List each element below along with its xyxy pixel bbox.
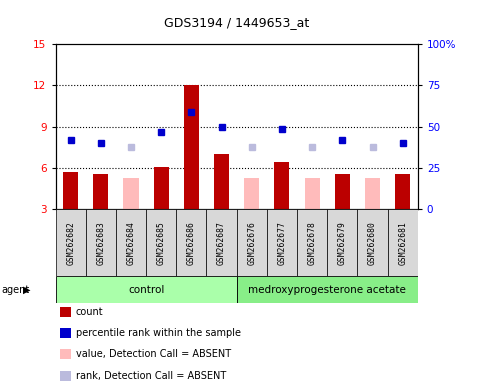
Text: GSM262679: GSM262679	[338, 221, 347, 265]
Bar	[93, 174, 108, 209]
Text: GDS3194 / 1449653_at: GDS3194 / 1449653_at	[164, 16, 309, 29]
Bar	[146, 209, 176, 276]
Bar	[327, 209, 357, 276]
Bar	[176, 209, 207, 276]
Text: GSM262677: GSM262677	[277, 221, 286, 265]
Bar	[124, 178, 139, 209]
Bar	[388, 209, 418, 276]
Text: ▶: ▶	[23, 285, 31, 295]
Bar	[116, 209, 146, 276]
Text: GSM262685: GSM262685	[156, 221, 166, 265]
Bar	[207, 209, 237, 276]
Bar	[357, 209, 388, 276]
Bar	[365, 178, 380, 209]
Text: GSM262682: GSM262682	[66, 221, 75, 265]
Bar	[214, 154, 229, 209]
Bar	[56, 276, 237, 303]
Text: percentile rank within the sample: percentile rank within the sample	[76, 328, 241, 338]
Text: count: count	[76, 307, 103, 317]
Bar	[274, 162, 289, 209]
Text: GSM262684: GSM262684	[127, 221, 136, 265]
Bar	[297, 209, 327, 276]
Text: value, Detection Call = ABSENT: value, Detection Call = ABSENT	[76, 349, 231, 359]
Bar	[184, 86, 199, 209]
Text: GSM262678: GSM262678	[308, 221, 317, 265]
Bar	[86, 209, 116, 276]
Bar	[335, 174, 350, 209]
Bar	[395, 174, 410, 209]
Text: control: control	[128, 285, 164, 295]
Bar	[154, 167, 169, 209]
Bar	[63, 172, 78, 209]
Bar	[237, 209, 267, 276]
Text: GSM262686: GSM262686	[187, 221, 196, 265]
Bar	[244, 178, 259, 209]
Text: GSM262676: GSM262676	[247, 221, 256, 265]
Bar	[267, 209, 297, 276]
Bar	[305, 178, 320, 209]
Text: GSM262681: GSM262681	[398, 221, 407, 265]
Bar	[237, 276, 418, 303]
Text: GSM262687: GSM262687	[217, 221, 226, 265]
Text: rank, Detection Call = ABSENT: rank, Detection Call = ABSENT	[76, 371, 226, 381]
Text: GSM262683: GSM262683	[96, 221, 105, 265]
Bar	[56, 209, 86, 276]
Text: GSM262680: GSM262680	[368, 221, 377, 265]
Text: medroxyprogesterone acetate: medroxyprogesterone acetate	[248, 285, 406, 295]
Text: agent: agent	[1, 285, 29, 295]
